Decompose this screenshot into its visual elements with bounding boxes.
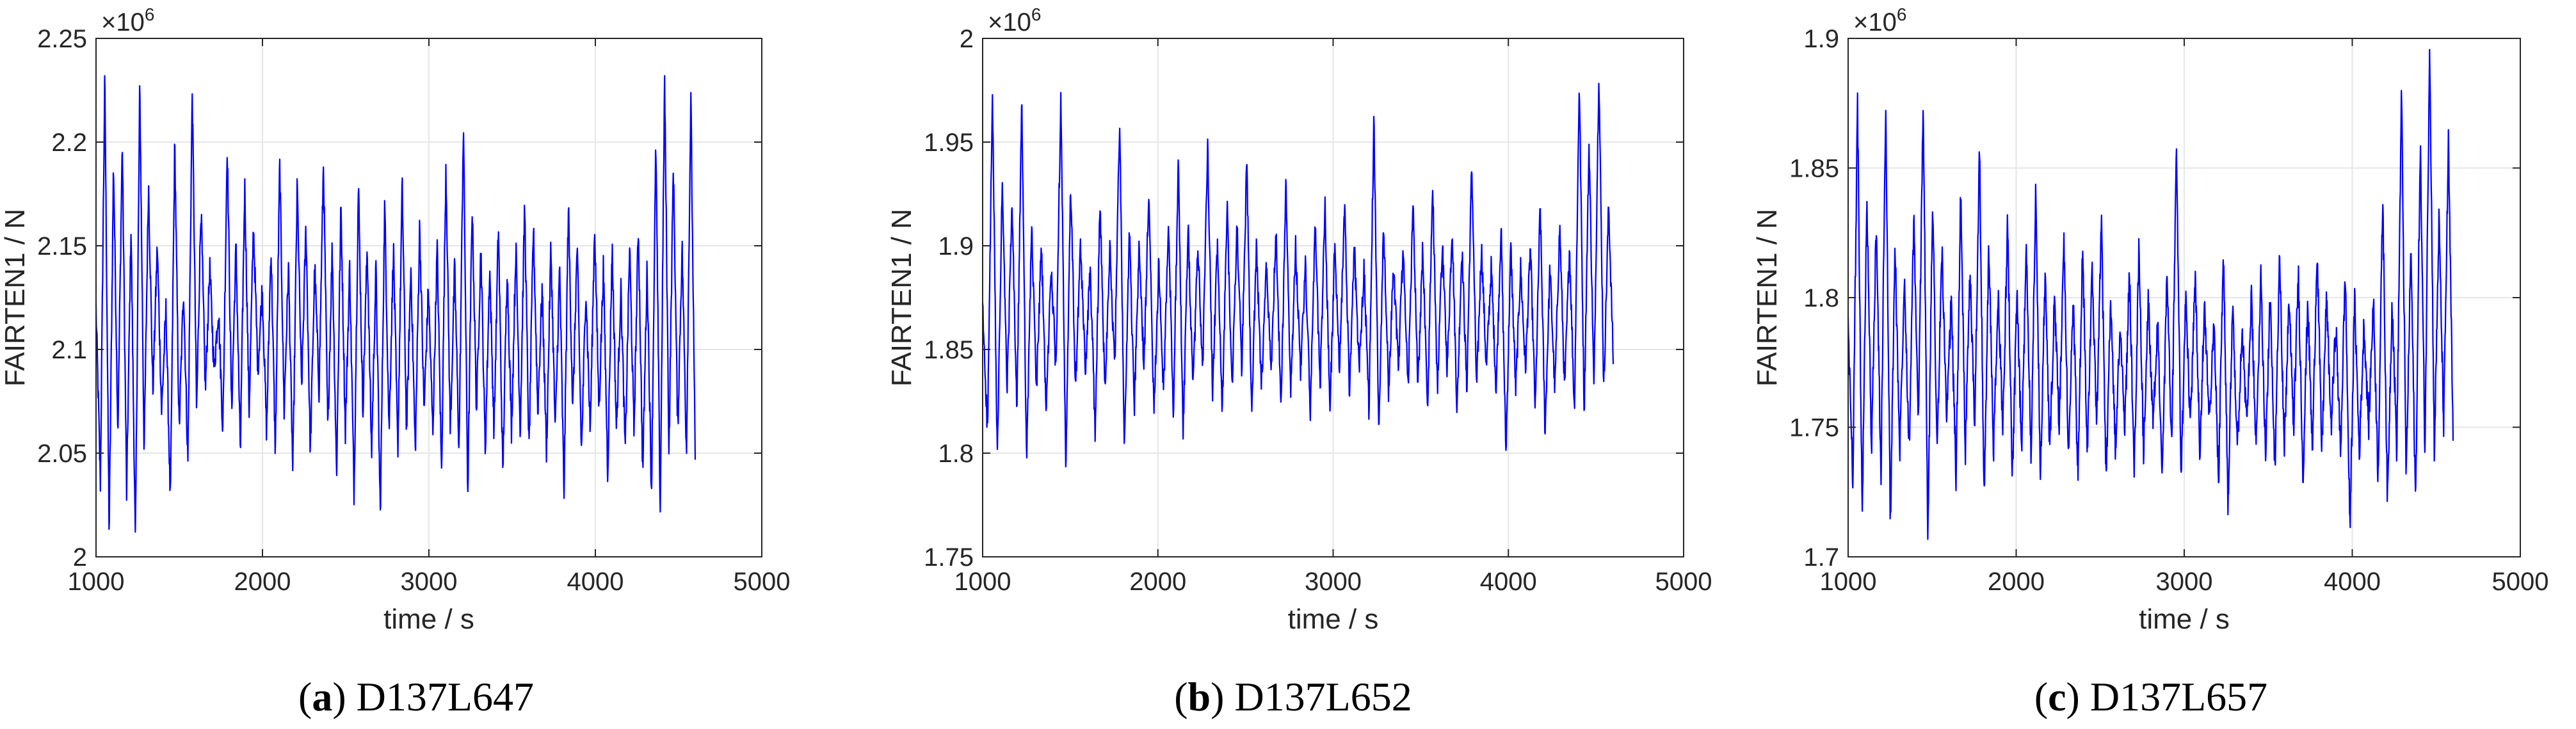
x-tick-label: 5000 (2492, 568, 2549, 596)
y-tick-label: 1.85 (1789, 155, 1839, 183)
x-tick-label: 3000 (1305, 568, 1362, 596)
y-tick-label: 2.15 (37, 232, 87, 260)
y-tick-label: 1.75 (1789, 414, 1839, 442)
x-axis-label: time / s (1288, 604, 1379, 635)
x-tick-label: 2000 (1988, 568, 2045, 596)
y-axis-label: FAIRTEN1 / N (0, 209, 31, 387)
y-tick-label: 2 (73, 543, 87, 572)
y-axis-label: FAIRTEN1 / N (1751, 209, 1783, 387)
series-line (981, 83, 1614, 468)
y-tick-label: 2 (960, 25, 974, 53)
x-tick-label: 5000 (734, 568, 791, 596)
x-axis-label: time / s (2139, 604, 2230, 635)
y-tick-label: 2.2 (51, 129, 87, 157)
y-tick-label: 1.95 (924, 129, 974, 157)
y-exponent-label: ×106 (988, 4, 1041, 36)
x-tick-label: 4000 (567, 568, 624, 596)
y-tick-label: 2.25 (37, 25, 87, 53)
panel-caption: (b) D137L652 (1174, 674, 1412, 719)
x-tick-label: 2000 (1129, 568, 1186, 596)
x-axis-label: time / s (383, 604, 474, 635)
y-tick-label: 1.7 (1803, 543, 1839, 572)
chart-panel-a: 1000 2000 3000 4000 5000 2 2.05 2.1 2.15 2.2 2.25 ×… (0, 4, 790, 719)
y-tick-label: 2.05 (37, 440, 87, 468)
y-tick-label: 1.8 (1803, 284, 1839, 312)
y-tick-label: 1.9 (1803, 25, 1839, 53)
y-axis-label: FAIRTEN1 / N (886, 209, 917, 387)
series-line (1847, 49, 2454, 540)
y-tick-label: 1.85 (924, 336, 974, 364)
x-tick-label: 3000 (401, 568, 458, 596)
x-tick-label: 1000 (68, 568, 125, 596)
y-tick-label: 2.1 (51, 336, 87, 364)
x-tick-label: 1000 (1820, 568, 1877, 596)
y-tick-label: 1.75 (924, 543, 974, 572)
panel-caption: (a) D137L647 (298, 674, 534, 719)
y-exponent-label: ×106 (1853, 4, 1906, 36)
y-exponent-label: ×106 (101, 4, 154, 36)
x-tick-label: 4000 (2324, 568, 2381, 596)
x-tick-label: 4000 (1480, 568, 1537, 596)
x-tick-label: 3000 (2156, 568, 2213, 596)
series-line (95, 75, 696, 533)
chart-panel-c: 1000 2000 3000 4000 5000 1.7 1.75 1.8 1.85 1.9 ×10… (1751, 4, 2548, 719)
x-tick-label: 1000 (954, 568, 1011, 596)
x-tick-label: 5000 (1655, 568, 1712, 596)
panel-caption: (c) D137L657 (2034, 674, 2267, 719)
y-tick-label: 1.8 (938, 440, 974, 468)
chart-panel-b: 1000 2000 3000 4000 5000 1.75 1.8 1.85 1.9 1.95 2 ×… (886, 4, 1712, 719)
y-tick-label: 1.9 (938, 232, 974, 260)
x-tick-label: 2000 (234, 568, 291, 596)
